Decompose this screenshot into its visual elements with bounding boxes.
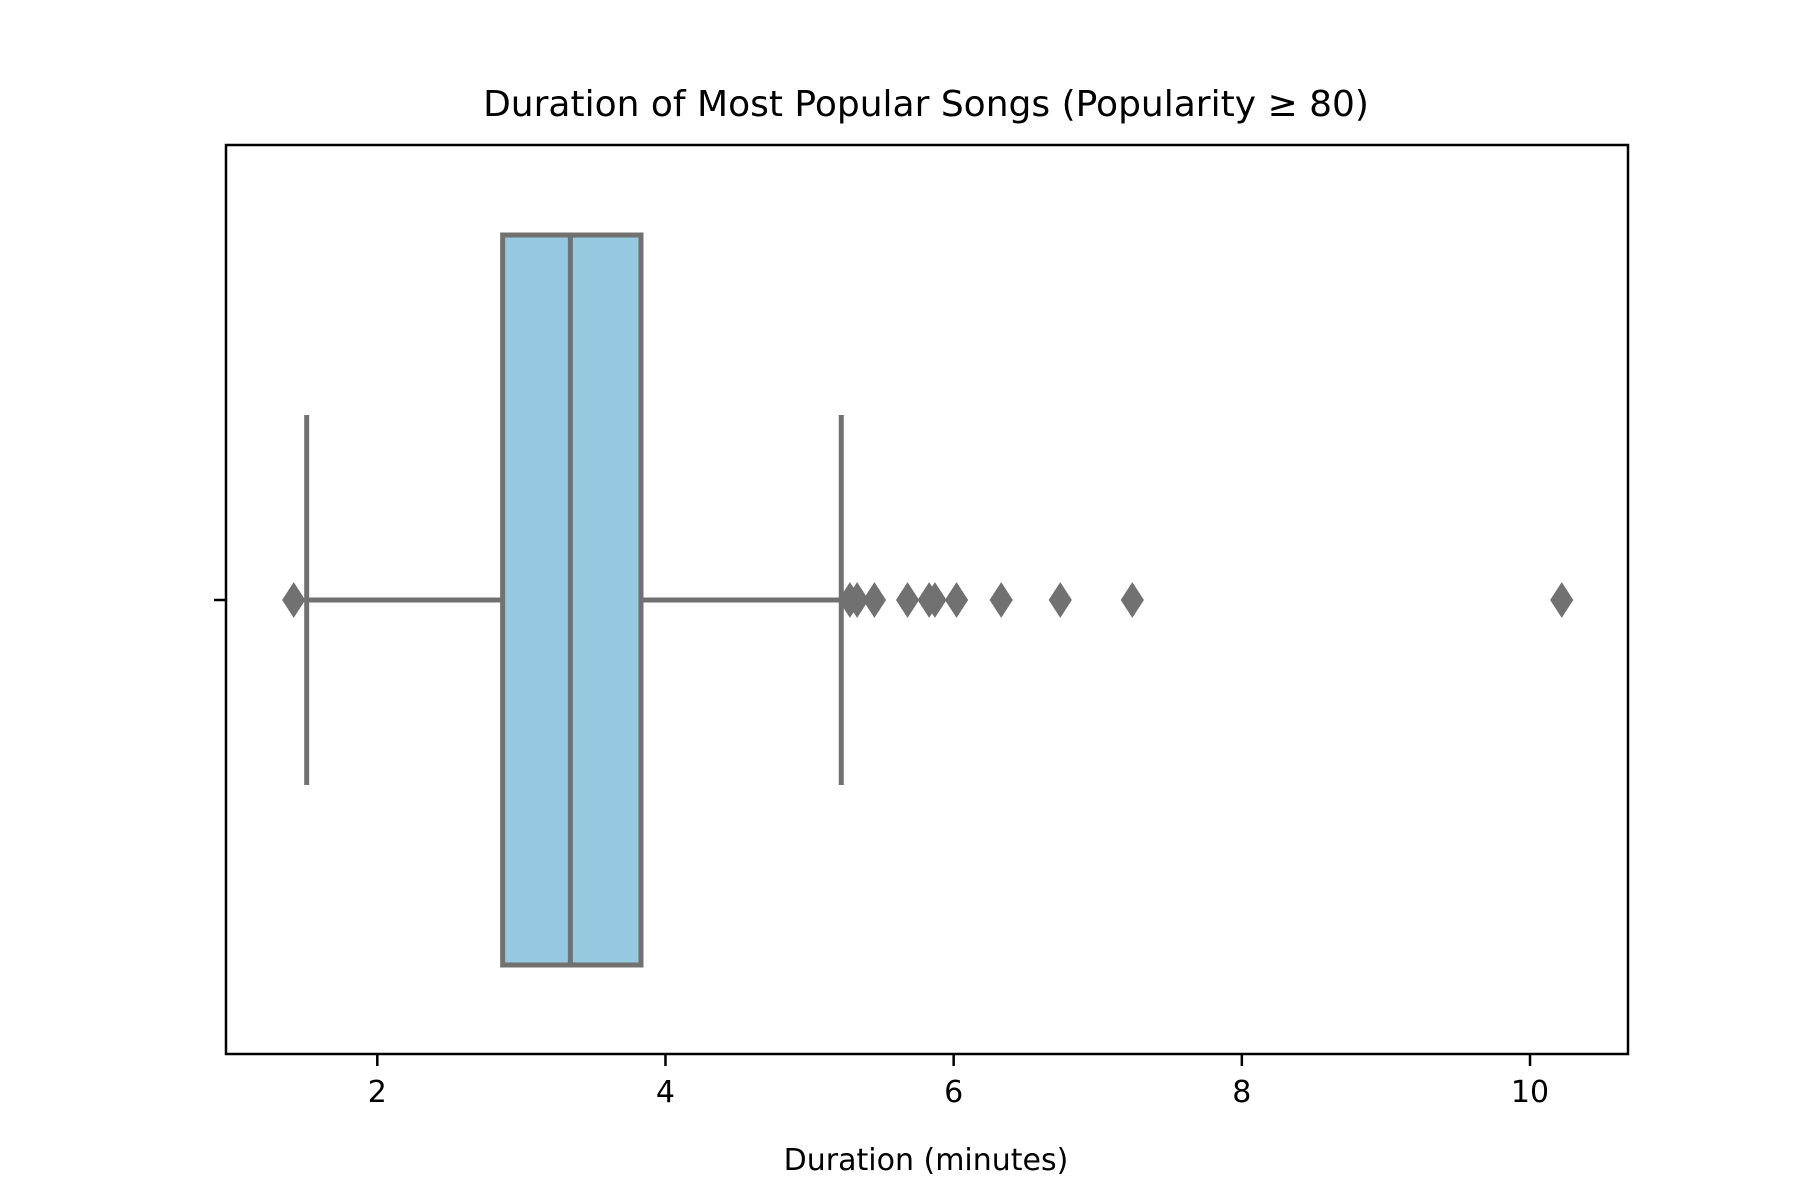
x-axis-label: Duration (minutes): [784, 1143, 1069, 1178]
outlier-point: [1550, 582, 1574, 618]
plot-area: [282, 232, 1574, 968]
outlier-point: [923, 582, 947, 618]
axes-frame: [224, 143, 1630, 1056]
x-tick-label: 4: [656, 1075, 675, 1110]
chart-title: Duration of Most Popular Songs (Populari…: [483, 84, 1369, 125]
outlier-point: [989, 582, 1013, 618]
x-axis-ticks: 2 4 6 8 10: [214, 598, 1549, 1110]
outlier-point: [862, 582, 887, 618]
x-tick-label: 6: [944, 1075, 963, 1110]
x-tick-label: 8: [1232, 1075, 1251, 1110]
outlier-point: [1120, 582, 1144, 618]
outlier-point: [1048, 582, 1072, 618]
outlier-point: [845, 582, 869, 618]
x-tick-label: 2: [368, 1075, 387, 1110]
outlier-point: [895, 582, 920, 618]
x-tick-label: 10: [1511, 1075, 1549, 1110]
outlier-point: [282, 582, 306, 618]
outlier-point: [944, 582, 969, 618]
